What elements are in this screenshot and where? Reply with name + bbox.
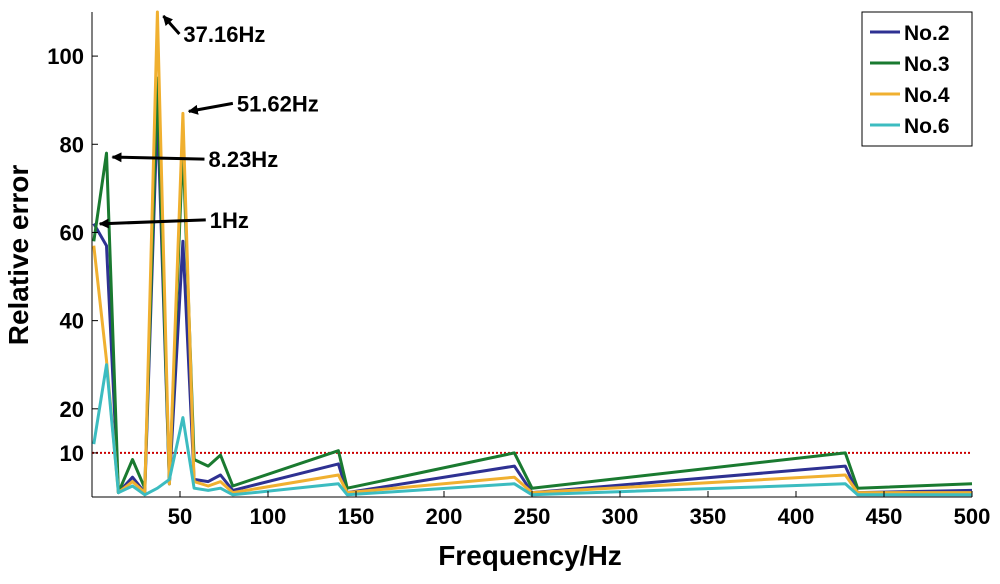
x-tick-label: 150 [338,504,375,529]
legend-entry-label: No.6 [904,115,950,138]
x-axis-label: Frequency/Hz [438,540,622,571]
y-tick-label: 20 [60,397,84,422]
y-tick-label: 40 [60,309,84,334]
x-tick-label: 100 [250,504,287,529]
x-tick-label: 350 [690,504,727,529]
annotation-label: 1Hz [210,208,249,233]
annotation-label: 8.23Hz [208,147,278,172]
x-tick-label: 200 [426,504,463,529]
x-tick-label: 250 [514,504,551,529]
annotation-label: 37.16Hz [183,22,265,47]
y-tick-label: 10 [60,441,84,466]
x-tick-label: 300 [602,504,639,529]
series-line-no4 [92,10,972,495]
annotation-arrow [187,101,234,115]
y-axis-label: Relative error [3,165,34,346]
annotation-arrow [162,15,181,35]
x-tick-label: 450 [866,504,903,529]
plot-frame [91,12,972,498]
x-tick-label: 500 [954,504,991,529]
y-tick-label: 80 [60,132,84,157]
legend-entry-label: No.2 [904,22,950,45]
x-tick-label: 50 [168,504,192,529]
series-line-no3 [92,76,973,495]
annotation-arrow [98,218,206,229]
annotation-label: 51.62Hz [237,91,319,116]
y-tick-label: 60 [60,220,84,245]
x-tick-label: 400 [778,504,815,529]
y-tick-label: 100 [47,44,84,69]
annotation-arrow [111,152,205,163]
legend-entry-label: No.3 [904,53,950,76]
legend-entry-label: No.4 [904,84,950,107]
